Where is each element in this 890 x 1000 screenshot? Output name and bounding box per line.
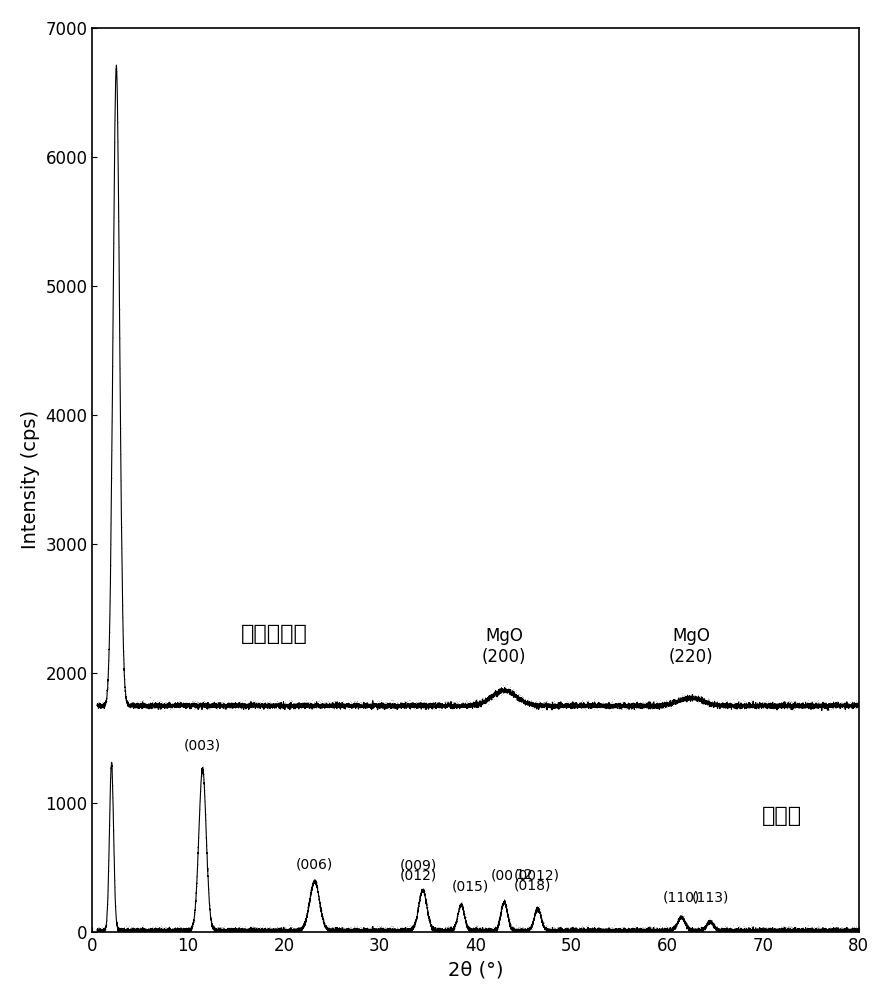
- Text: (110): (110): [663, 891, 700, 905]
- Text: MgO
(200): MgO (200): [482, 627, 527, 666]
- Text: 12: 12: [515, 868, 533, 882]
- Text: 烧结水滑石: 烧结水滑石: [241, 624, 308, 644]
- Text: (018): (018): [514, 878, 551, 892]
- Text: (012): (012): [400, 869, 437, 883]
- Text: (113): (113): [692, 891, 729, 905]
- Text: (00: (00: [491, 868, 514, 882]
- X-axis label: 2θ (°): 2θ (°): [448, 960, 503, 979]
- Text: (0012): (0012): [514, 868, 560, 882]
- Text: 水滑石: 水滑石: [762, 806, 802, 826]
- Text: (003): (003): [184, 738, 221, 752]
- Text: MgO
(220): MgO (220): [668, 627, 714, 666]
- Text: (009): (009): [400, 858, 437, 872]
- Y-axis label: Intensity (cps): Intensity (cps): [20, 410, 40, 549]
- Text: (015): (015): [452, 880, 490, 894]
- Text: (006): (006): [296, 857, 333, 871]
